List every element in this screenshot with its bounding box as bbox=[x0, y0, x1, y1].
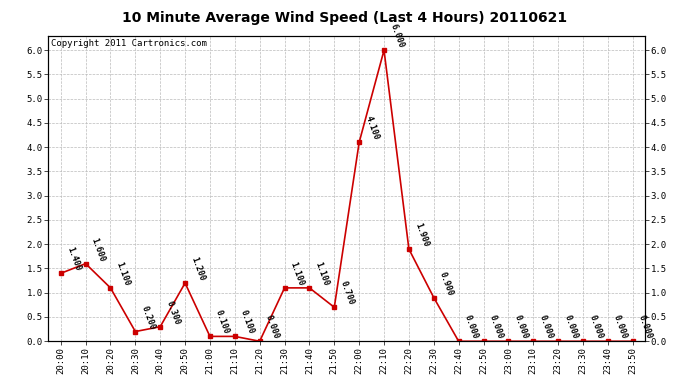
Text: 1.400: 1.400 bbox=[65, 246, 82, 273]
Text: 0.000: 0.000 bbox=[538, 314, 555, 340]
Text: 0.100: 0.100 bbox=[214, 309, 231, 336]
Text: 0.700: 0.700 bbox=[339, 280, 355, 306]
Text: 0.000: 0.000 bbox=[637, 314, 654, 340]
Text: 0.100: 0.100 bbox=[239, 309, 256, 336]
Text: 1.900: 1.900 bbox=[413, 222, 430, 248]
Text: 4.100: 4.100 bbox=[364, 115, 380, 142]
Text: Copyright 2011 Cartronics.com: Copyright 2011 Cartronics.com bbox=[51, 39, 207, 48]
Text: 0.000: 0.000 bbox=[612, 314, 629, 340]
Text: 1.600: 1.600 bbox=[90, 236, 107, 263]
Text: 0.200: 0.200 bbox=[139, 304, 157, 331]
Text: 1.100: 1.100 bbox=[313, 261, 331, 287]
Text: 0.000: 0.000 bbox=[488, 314, 504, 340]
Text: 0.300: 0.300 bbox=[164, 299, 181, 326]
Text: 0.000: 0.000 bbox=[587, 314, 604, 340]
Text: 0.000: 0.000 bbox=[264, 314, 281, 340]
Text: 0.900: 0.900 bbox=[438, 270, 455, 297]
Text: 1.100: 1.100 bbox=[288, 261, 306, 287]
Text: 0.000: 0.000 bbox=[463, 314, 480, 340]
Text: 1.100: 1.100 bbox=[115, 261, 132, 287]
Text: 0.000: 0.000 bbox=[562, 314, 580, 340]
Text: 10 Minute Average Wind Speed (Last 4 Hours) 20110621: 10 Minute Average Wind Speed (Last 4 Hou… bbox=[122, 11, 568, 25]
Text: 0.000: 0.000 bbox=[513, 314, 529, 340]
Text: 1.200: 1.200 bbox=[189, 256, 206, 282]
Text: 6.000: 6.000 bbox=[388, 23, 405, 50]
